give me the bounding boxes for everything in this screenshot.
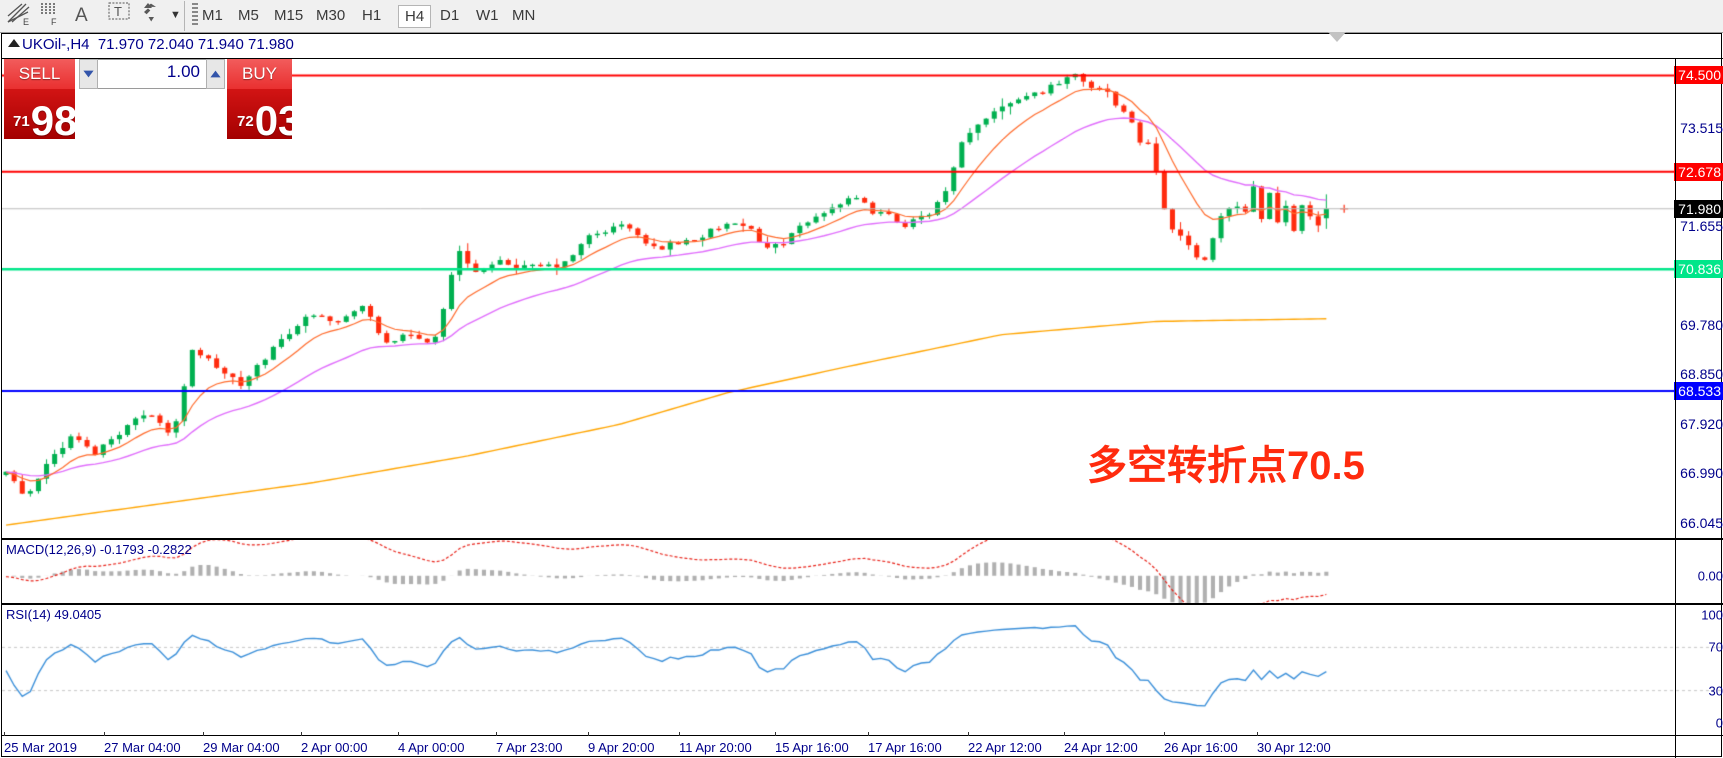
svg-text:A: A <box>75 5 88 26</box>
svg-text:E: E <box>23 17 29 27</box>
svg-text:F: F <box>51 17 57 27</box>
svg-text:T: T <box>114 4 122 19</box>
